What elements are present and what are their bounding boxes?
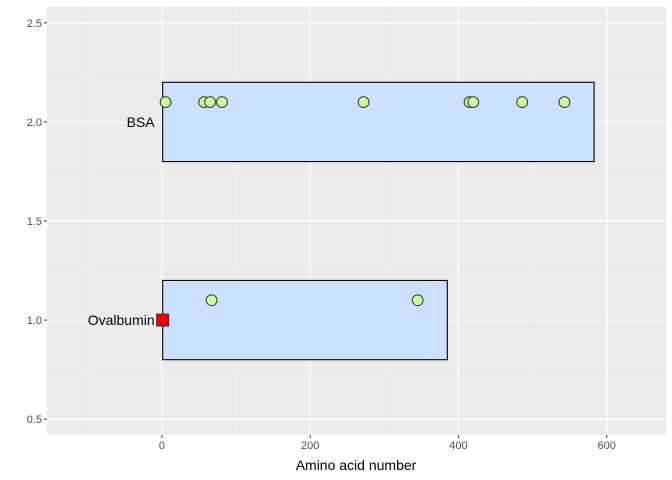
site-points [159,96,571,307]
site-point [411,294,424,307]
protein-box [162,279,448,361]
protein-boxes [162,81,595,361]
x-axis-title: Amino acid number [296,457,417,473]
site-point [558,96,571,109]
y-tick-label: 1.5 [27,216,42,228]
x-tick-label: 400 [449,440,467,452]
protein-label: BSA [127,114,156,130]
site-point [204,96,216,109]
x-tick-label: 200 [301,440,319,452]
site-point [467,96,480,109]
y-axis: 0.5 1.0 1.5 2.0 2.5 [27,18,47,426]
protein-box [162,81,595,163]
y-tick-label: 0.5 [27,414,42,426]
y-tick-label: 1.0 [27,315,42,327]
y-tick-label: 2.5 [27,18,42,30]
protein-labels: BSA Ovalbumin [88,114,156,328]
y-tick-label: 2.0 [27,117,42,129]
nterm-markers [156,313,170,327]
site-point [159,96,172,109]
x-axis: 0 200 400 600 [159,435,616,452]
site-point [205,294,218,307]
protein-label: Ovalbumin [88,312,155,328]
site-point [216,96,228,109]
site-point [357,96,370,109]
x-tick-label: 600 [598,440,616,452]
site-point [516,96,529,109]
nterm-marker [156,313,170,327]
x-tick-label: 0 [159,440,165,452]
